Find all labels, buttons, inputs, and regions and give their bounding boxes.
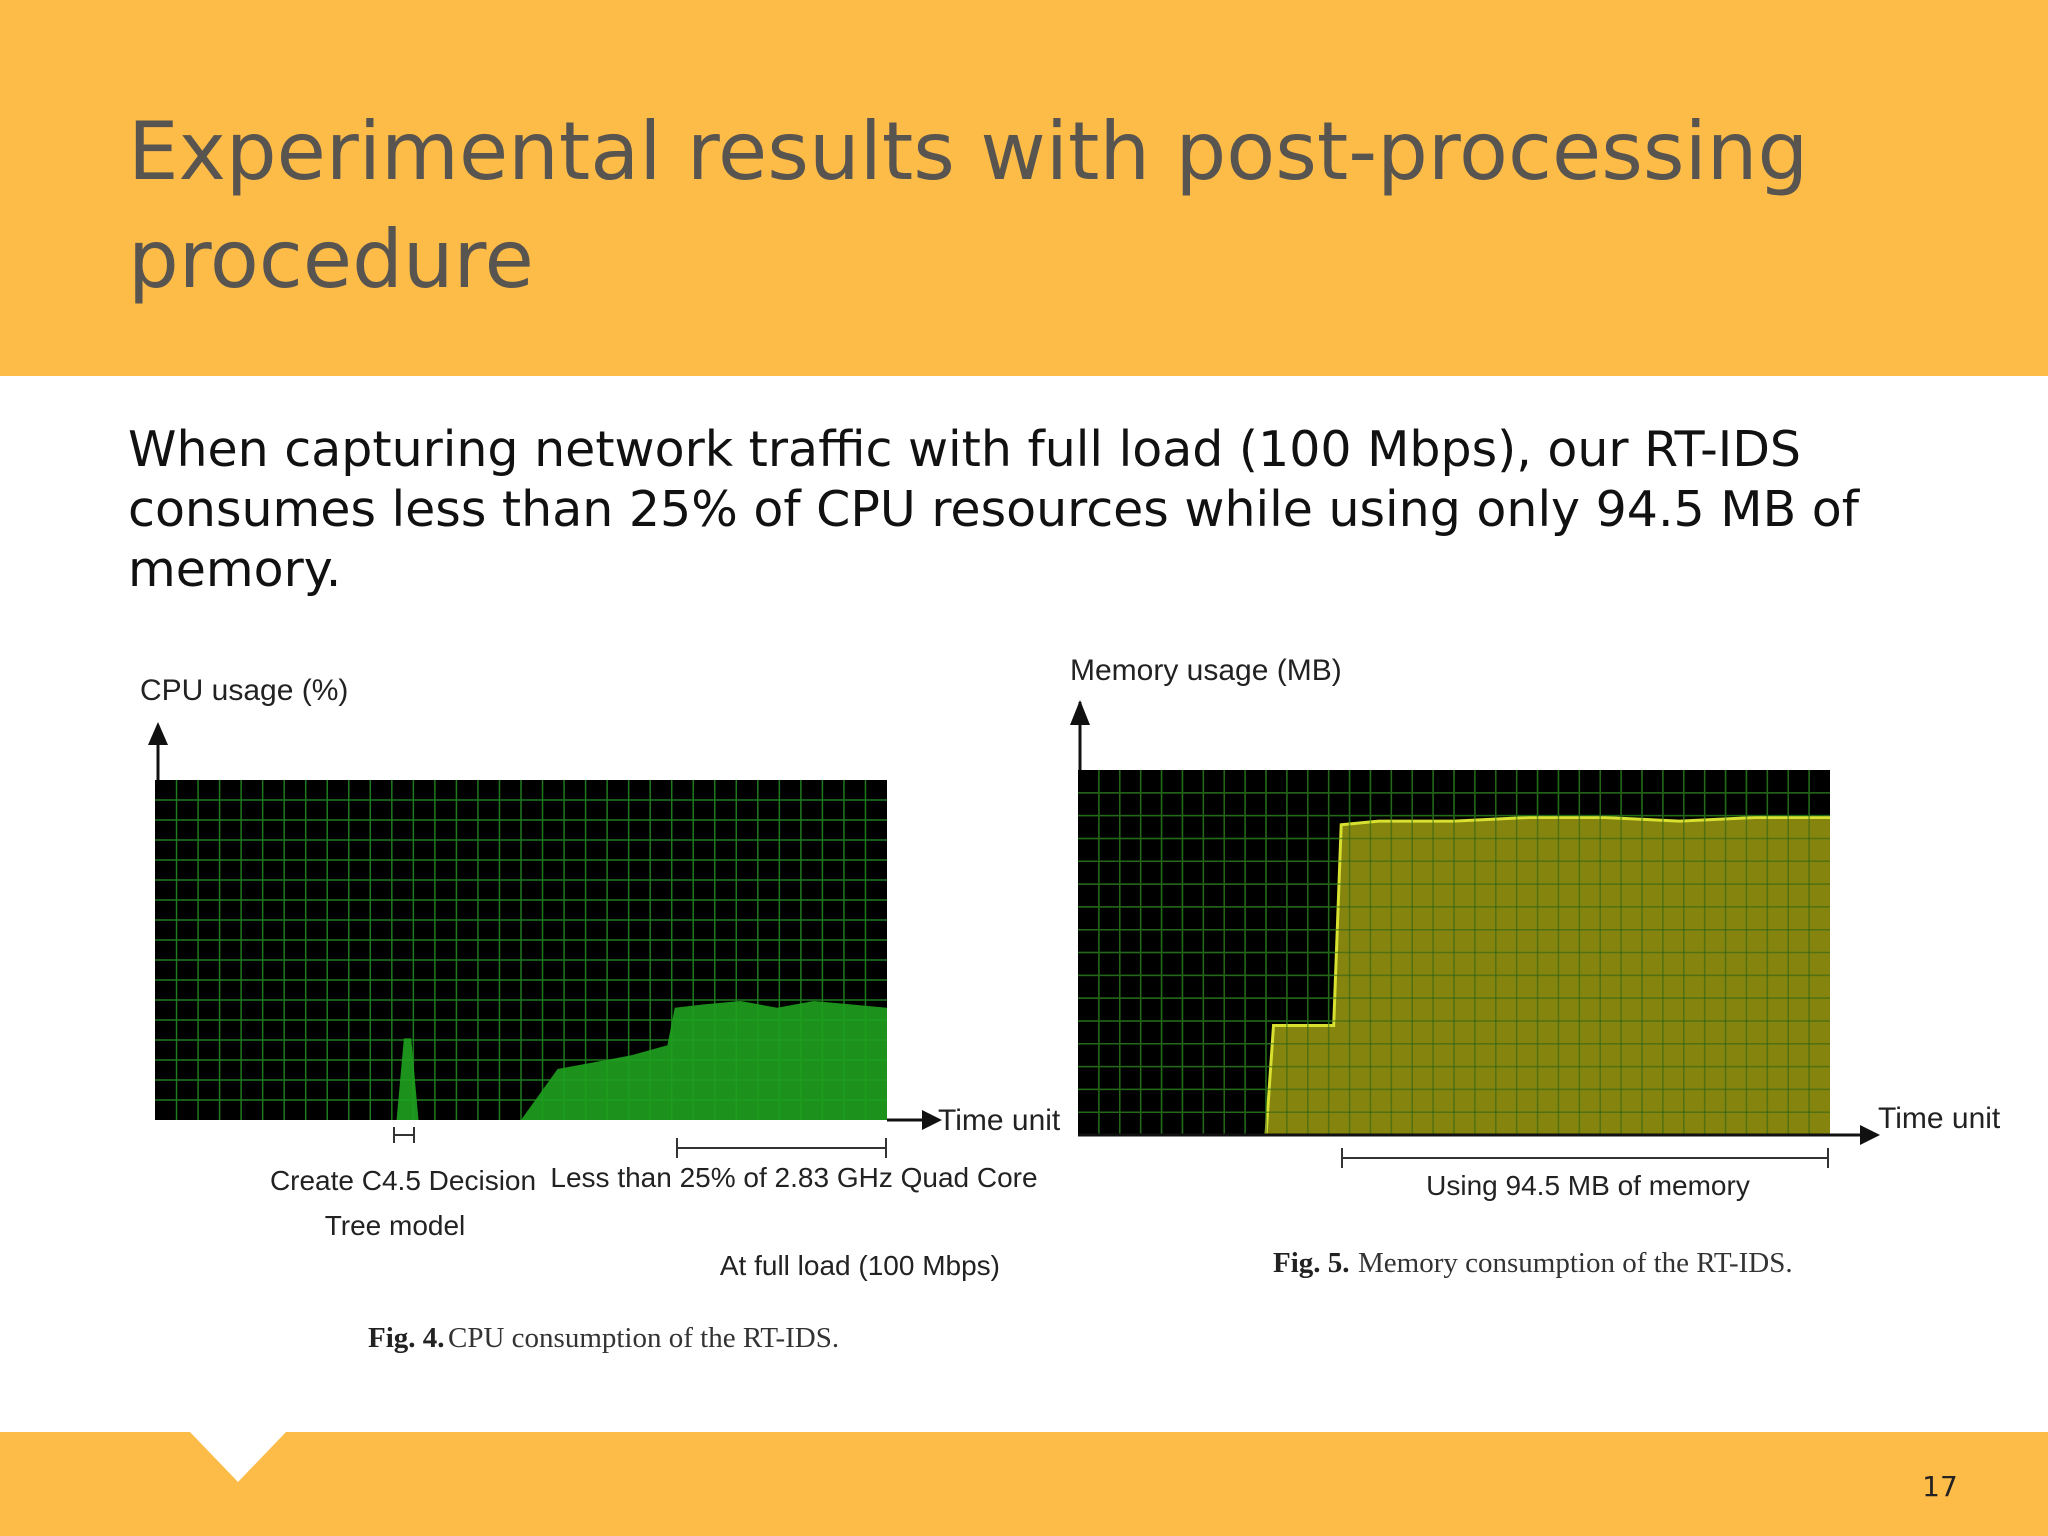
mem-x-axis-label: Time unit: [1878, 1102, 2001, 1135]
cpu-usage-area: [155, 1001, 887, 1120]
cpu-annotation-usage: Less than 25% of 2.83 GHz Quad Core: [550, 1162, 1037, 1193]
slide-title: Experimental results with post-processin…: [128, 105, 1809, 306]
cpu-y-axis-arrow: [148, 722, 168, 745]
cpu-usage-figure: CPU usage (%) Time unit Create C4.5 Deci…: [130, 650, 1060, 1370]
slide-body-text: When capturing network traffic with full…: [128, 421, 1860, 598]
cpu-caption-label: Fig. 4.: [368, 1322, 445, 1354]
cpu-marks: [155, 1001, 887, 1120]
cpu-annotation-model-1: Create C4.5 Decision: [270, 1165, 536, 1196]
mem-y-axis-arrow: [1070, 700, 1090, 725]
mem-y-axis-label: Memory usage (MB): [1070, 654, 1342, 687]
mem-annotation-usage: Using 94.5 MB of memory: [1426, 1170, 1750, 1201]
footer-notch: [190, 1432, 286, 1482]
mem-caption-text: Memory consumption of the RT-IDS.: [1358, 1247, 1793, 1279]
mem-x-axis-arrow: [1860, 1125, 1880, 1145]
cpu-annotation-load: At full load (100 Mbps): [720, 1250, 1000, 1281]
mem-caption-label: Fig. 5.: [1273, 1247, 1350, 1279]
page-number: 17: [1922, 1470, 1958, 1503]
mem-chart-svg: Memory usage (MB) Time unit Using 94.5 M…: [1070, 654, 2001, 1279]
mem-marks: [1078, 770, 1830, 1137]
cpu-x-axis-arrow: [922, 1110, 942, 1130]
cpu-caption-text: CPU consumption of the RT-IDS.: [448, 1322, 839, 1354]
cpu-chart-svg: CPU usage (%) Time unit Create C4.5 Deci…: [140, 674, 1060, 1354]
footer-band: [0, 1432, 2048, 1536]
cpu-x-axis-label: Time unit: [938, 1104, 1060, 1137]
cpu-annotation-model-2: Tree model: [325, 1210, 466, 1241]
header-band: [0, 0, 2048, 376]
cpu-y-axis-label: CPU usage (%): [140, 674, 348, 707]
memory-usage-figure: Memory usage (MB) Time unit Using 94.5 M…: [1060, 650, 2020, 1370]
